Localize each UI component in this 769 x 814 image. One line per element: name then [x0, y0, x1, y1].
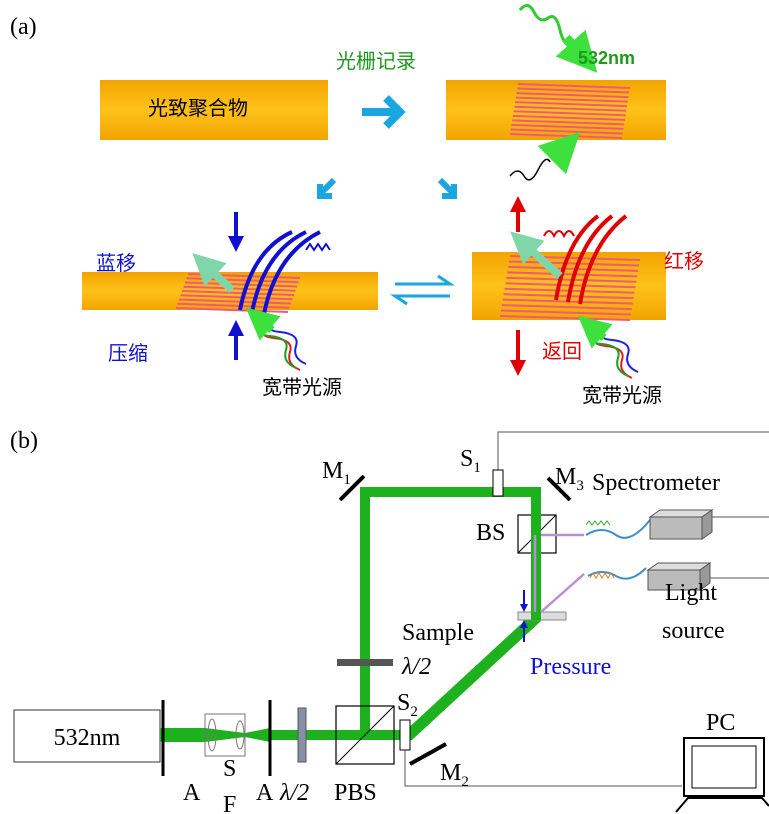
laser-wave — [520, 5, 572, 42]
shutter-name: S — [460, 446, 473, 472]
aperture-label: A — [256, 780, 274, 806]
pc-label: PC — [706, 710, 735, 736]
polymer-label: 光致聚合物 — [148, 96, 248, 120]
aperture-label: A — [183, 780, 201, 806]
bs-label: BS — [476, 520, 505, 546]
shutter-sub: 1 — [473, 460, 481, 476]
blue-shift: 蓝移 — [96, 251, 136, 275]
sample-label: Sample — [402, 620, 474, 646]
spatial-filter-label: S — [223, 756, 236, 782]
equilibrium-arrow — [395, 296, 450, 304]
laser-label: 532nm — [54, 725, 121, 751]
wave — [590, 573, 614, 578]
mirror-sub: 2 — [461, 774, 469, 790]
equilibrium-arrow — [395, 276, 450, 284]
mirror-sub: 1 — [343, 472, 351, 488]
process-arrow — [320, 180, 334, 196]
shutter-name: S — [397, 690, 410, 716]
mirror-name: M — [322, 458, 343, 484]
spectrometer-label: Spectrometer — [592, 470, 720, 496]
source-label: 宽带光源 — [262, 375, 342, 399]
figure: (a) 光致聚合物 光栅记录 532nm 蓝移 压缩 宽带光源 红移 返回 宽带… — [0, 0, 769, 814]
pressure-label: Pressure — [530, 654, 611, 680]
diffracted-arrow — [552, 146, 566, 160]
compress-label: 压缩 — [108, 341, 148, 365]
fiber — [586, 520, 650, 579]
mirror-label: M3 — [555, 464, 584, 494]
shutter-label: S1 — [460, 446, 481, 476]
source-label: 宽带光源 — [582, 383, 662, 407]
process-arrow — [440, 180, 454, 196]
wave — [586, 521, 610, 525]
light-source-label: source — [662, 618, 725, 644]
light-source-label: Light — [665, 580, 717, 606]
labels: M1 M2 M3 S1 S2 Spectrometer BS Light sou… — [183, 446, 735, 814]
pbs-label: PBS — [334, 780, 377, 806]
spatial-filter-label: F — [223, 792, 236, 814]
mirror-name: M — [555, 464, 576, 490]
laser-label: 532nm — [578, 48, 635, 68]
process-arrow — [362, 98, 400, 126]
short-wave — [306, 244, 330, 250]
panel-label: (b) — [10, 428, 38, 454]
mirror-name: M — [440, 760, 461, 786]
device — [648, 510, 769, 812]
mirror-label: M2 — [440, 760, 469, 790]
diffracted-wave — [510, 159, 550, 180]
half-wave-label: λ/2 — [279, 780, 309, 806]
half-wave-label: λ/2 — [401, 654, 431, 680]
shutter-label: S2 — [397, 690, 418, 720]
mirror-sub: 3 — [576, 478, 584, 494]
long-wave — [544, 231, 574, 236]
release-label: 返回 — [542, 339, 582, 363]
red-shift: 红移 — [664, 249, 704, 273]
shutter-sub: 2 — [410, 704, 418, 720]
mirror-label: M1 — [322, 458, 351, 488]
panel-label: (a) — [10, 14, 37, 40]
grating-recording: 光栅记录 — [336, 49, 416, 73]
